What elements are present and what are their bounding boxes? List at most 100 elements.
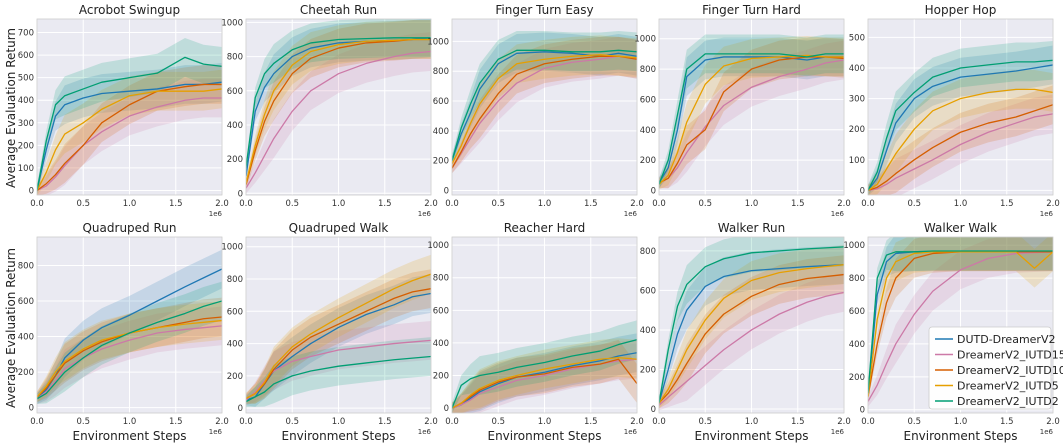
line-dreamerv2-iutd5 — [246, 38, 431, 184]
panel-title: Cheetah Run — [300, 3, 377, 17]
y-tick-label: 800 — [640, 65, 656, 75]
y-tick-label: 600 — [18, 297, 34, 307]
band-dreamerv2-iutd10 — [452, 339, 637, 413]
line-dreamerv2-iutd10 — [37, 83, 222, 192]
line-dreamerv2-iutd2 — [452, 49, 637, 161]
y-tick-label: 300 — [18, 119, 34, 129]
x-exponent-label: 1e6 — [1040, 210, 1054, 218]
panels: 0.0 0.5 1.0 1.5 2.0 0 100 200 300 400 500 600 700 1e6… — [18, 3, 1060, 436]
legend-item-dreamerv2-iutd2: DreamerV2_IUTD2 — [935, 395, 1059, 408]
line-dreamerv2-iutd2 — [37, 300, 222, 400]
y-tick-label: 600 — [433, 97, 449, 107]
y-tick-label: 200 — [640, 365, 656, 375]
x-exponent-label: 1e6 — [831, 210, 845, 218]
line-dreamerv2-iutd10 — [246, 288, 431, 400]
y-tick-label: 400 — [640, 326, 656, 336]
y-tick-label: 600 — [227, 87, 243, 97]
band-dreamerv2-iutd5 — [868, 70, 1053, 195]
panel-title: Walker Run — [718, 221, 785, 235]
x-axis-label: Environment Steps — [487, 429, 601, 443]
line-dreamerv2-iutd2 — [659, 53, 844, 185]
y-tick-label: 800 — [640, 247, 656, 257]
y-tick-label: 200 — [227, 372, 243, 382]
y-tick-label: 600 — [640, 286, 656, 296]
plot-frame — [245, 236, 432, 414]
x-tick-label: 0.5 — [491, 199, 505, 209]
y-tick-label: 200 — [18, 368, 34, 378]
plot-frame — [658, 236, 845, 414]
band-dutd-dreamerv2 — [246, 19, 431, 182]
series-group — [37, 37, 222, 195]
x-tick-label: 1.0 — [123, 199, 137, 209]
line-dreamerv2-iutd15 — [452, 55, 637, 169]
x-axis-label: Environment Steps — [281, 429, 395, 443]
panel-hopper-hop: 0.0 0.5 1.0 1.5 2.0 0 100 200 300 400 500 1e6 Hopper… — [849, 3, 1060, 218]
legend-item-dreamerv2-iutd10: DreamerV2_IUTD10 — [935, 364, 1063, 377]
band-dreamerv2-iutd10 — [37, 65, 222, 195]
panel-title: Finger Turn Easy — [495, 3, 593, 17]
plot-frame — [36, 236, 223, 414]
x-tick-label: 1.0 — [123, 417, 137, 427]
y-tick-label: 200 — [849, 125, 865, 135]
x-tick-label: 2.0 — [1046, 199, 1060, 209]
y-tick-label: 200 — [18, 141, 34, 151]
legend-item-dreamerv2-iutd15: DreamerV2_IUTD15 — [935, 349, 1063, 362]
legend-label: DreamerV2_IUTD2 — [957, 395, 1059, 408]
line-dreamerv2-iutd2 — [868, 59, 1053, 191]
y-tick-label: 0 — [860, 186, 865, 196]
line-dreamerv2-iutd10 — [37, 316, 222, 398]
line-dreamerv2-iutd5 — [246, 273, 431, 400]
series-group — [452, 30, 637, 174]
line-dreamerv2-iutd5 — [452, 356, 637, 409]
line-dreamerv2-iutd5 — [37, 319, 222, 398]
y-tick-label: 0 — [238, 189, 243, 199]
y-tick-label: 800 — [849, 274, 865, 284]
y-tick-label: 800 — [227, 53, 243, 63]
x-tick-label: 1.5 — [169, 199, 183, 209]
y-tick-label: 800 — [433, 274, 449, 284]
y-tick-label: 400 — [640, 126, 656, 136]
band-dreamerv2-iutd15 — [868, 237, 1053, 407]
band-dreamerv2-iutd10 — [659, 37, 844, 189]
band-dutd-dreamerv2 — [659, 37, 844, 189]
y-tick-label: 0 — [651, 186, 656, 196]
y-tick-label: 0 — [29, 186, 34, 196]
x-tick-label: 0.0 — [239, 417, 253, 427]
y-tick-label: 400 — [849, 64, 865, 74]
legend-label: DreamerV2_IUTD15 — [957, 349, 1063, 362]
line-dreamerv2-iutd5 — [452, 54, 637, 164]
y-tick-label: 600 — [227, 307, 243, 317]
line-dreamerv2-iutd10 — [659, 273, 844, 404]
x-tick-label: 1.5 — [584, 417, 598, 427]
x-tick-label: 2.0 — [837, 417, 851, 427]
band-dreamerv2-iutd5 — [659, 245, 844, 409]
line-dreamerv2-iutd15 — [659, 59, 844, 184]
y-tick-label: 400 — [433, 127, 449, 137]
series-group — [659, 237, 844, 411]
panel-cheetah-run: 0.0 0.5 1.0 1.5 2.0 0 200 400 600 800 1000 1e6 Cheet… — [221, 3, 437, 218]
panel-walker-run: 0.0 0.5 1.0 1.5 2.0 0 200 400 600 800 1e6 Walker Ru… — [640, 221, 851, 436]
x-tick-label: 0.5 — [698, 199, 712, 209]
legend-label: DreamerV2_IUTD5 — [957, 380, 1059, 393]
legend: DUTD-DreamerV2 DreamerV2_IUTD15 DreamerV2_… — [928, 326, 1063, 410]
x-exponent-label: 1e6 — [418, 428, 432, 436]
legend-label: DreamerV2_IUTD10 — [957, 364, 1063, 377]
series-group — [452, 320, 637, 413]
x-tick-label: 0.0 — [239, 199, 253, 209]
y-tick-label: 400 — [227, 121, 243, 131]
band-dutd-dreamerv2 — [246, 274, 431, 407]
y-tick-label: 500 — [18, 74, 34, 84]
y-tick-label: 1000 — [843, 241, 865, 251]
plot-frame — [451, 236, 638, 414]
band-dreamerv2-iutd5 — [452, 35, 637, 169]
panel-title: Hopper Hop — [925, 3, 997, 17]
x-tick-label: 1.0 — [538, 199, 552, 209]
y-tick-label: 1000 — [427, 241, 449, 251]
y-axis-label-top: Average Evaluation Return — [4, 28, 18, 188]
band-dutd-dreamerv2 — [37, 62, 222, 195]
y-tick-label: 400 — [433, 339, 449, 349]
x-tick-label: 0.5 — [698, 417, 712, 427]
x-tick-label: 0.5 — [285, 199, 299, 209]
y-tick-label: 600 — [849, 307, 865, 317]
legend-item-dreamerv2-iutd5: DreamerV2_IUTD5 — [935, 380, 1059, 393]
